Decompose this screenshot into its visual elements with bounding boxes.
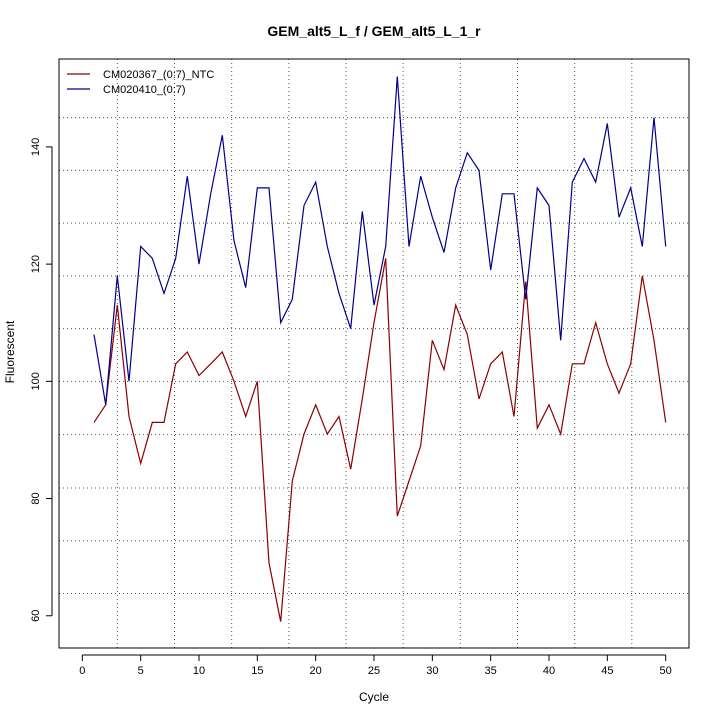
- y-axis-label: Fluorescent: [3, 320, 17, 383]
- x-tick-label: 40: [543, 665, 555, 677]
- y-tick-label: 120: [30, 255, 42, 273]
- y-tick-label: 80: [30, 492, 42, 504]
- y-tick-label: 60: [30, 610, 42, 622]
- chart-title: GEM_alt5_L_f / GEM_alt5_L_1_r: [267, 23, 481, 39]
- x-tick-label: 50: [660, 665, 672, 677]
- x-tick-label: 10: [193, 665, 205, 677]
- x-axis-label: Cycle: [359, 690, 389, 704]
- legend-label-2: CM020410_(0:7): [103, 84, 186, 96]
- y-tick-label: 140: [30, 138, 42, 156]
- series-lines: [93, 76, 667, 622]
- y-tick-label: 100: [30, 372, 42, 390]
- grid-lines: [59, 59, 689, 648]
- x-tick-label: 20: [310, 665, 322, 677]
- series-line-2: [93, 76, 667, 405]
- axes: 0 5 10 15 20 25 30 35 40 45 50 60 80 100 120 140: [30, 138, 672, 677]
- x-tick-label: 5: [138, 665, 144, 677]
- x-tick-label: 35: [485, 665, 497, 677]
- x-tick-label: 25: [368, 665, 380, 677]
- x-tick-label: 15: [251, 665, 263, 677]
- x-tick-label: 30: [426, 665, 438, 677]
- legend: CM020367_(0:7)_NTC CM020410_(0:7): [67, 69, 214, 96]
- x-tick-label: 45: [601, 665, 613, 677]
- x-tick-label: 0: [79, 665, 85, 677]
- plot-frame: [58, 58, 690, 649]
- series-line-1: [93, 258, 667, 622]
- legend-label-1: CM020367_(0:7)_NTC: [103, 69, 214, 81]
